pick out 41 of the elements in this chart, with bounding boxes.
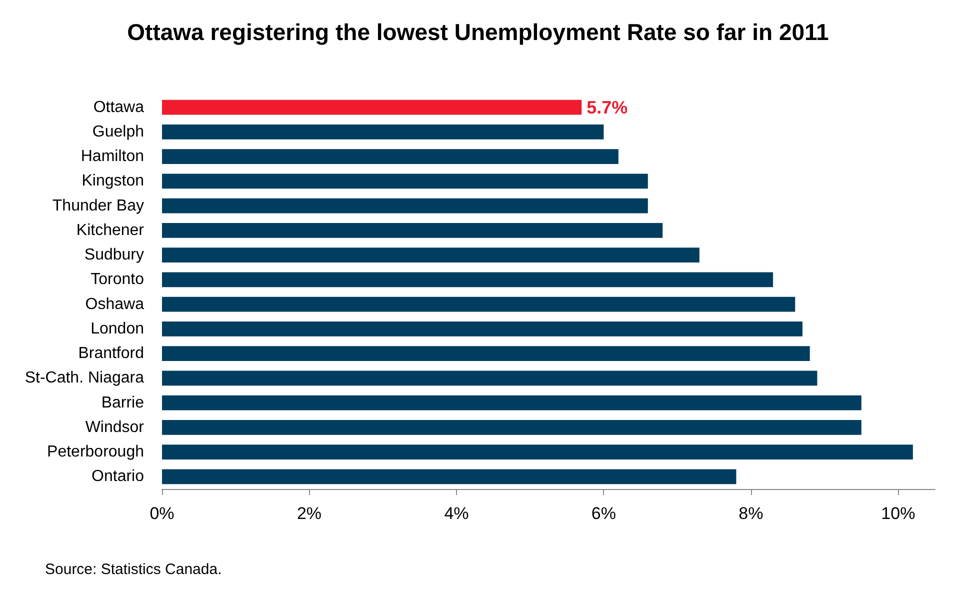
x-tick-label: 4%: [444, 504, 469, 523]
y-tick-label: Ottawa: [93, 98, 144, 116]
bar: [162, 370, 818, 386]
x-tick-label: 0%: [150, 504, 174, 523]
chart-title: Ottawa registering the lowest Unemployment Rate so far in 2011: [127, 19, 830, 45]
bar: [162, 248, 700, 262]
y-tick-label: Windsor: [85, 418, 145, 436]
y-tick-label: Kitchener: [76, 222, 145, 239]
bar: [162, 223, 663, 238]
bar: [162, 346, 810, 361]
y-tick-label: Hamilton: [80, 148, 144, 166]
x-tick-label: 2%: [296, 504, 322, 523]
x-tick-label: 8%: [738, 504, 764, 523]
x-tick-label: 10%: [881, 504, 916, 523]
y-tick-label: Brantford: [78, 345, 144, 362]
y-tick-label: Thunder Bay: [52, 197, 144, 214]
bar: [162, 420, 862, 435]
y-tick-label: Ontario: [92, 468, 144, 486]
y-tick-label: St-Cath. Niagara: [24, 370, 144, 387]
y-tick-label: Barrie: [101, 394, 144, 412]
bar: [162, 174, 648, 189]
bar: [162, 296, 796, 312]
y-tick-label: Sudbury: [84, 246, 144, 264]
y-tick-label: Oshawa: [85, 296, 144, 313]
bar: [162, 444, 913, 460]
bar: [162, 100, 582, 115]
x-tick-label: 6%: [591, 504, 616, 523]
bar: [162, 149, 618, 164]
source-note: Source: Statistics Canada.: [45, 561, 222, 578]
bar: [162, 469, 736, 484]
y-tick-label: Toronto: [90, 271, 144, 288]
bar: [162, 322, 802, 336]
y-tick-label: London: [90, 320, 144, 338]
bar: [162, 198, 648, 214]
bar: [162, 124, 604, 140]
y-tick-label: Peterborough: [47, 444, 144, 461]
y-tick-label: Guelph: [92, 123, 144, 140]
bar: [162, 272, 774, 288]
y-tick-label: Kingston: [82, 172, 144, 190]
data-label: 5.7%: [586, 97, 628, 118]
bar: [162, 395, 862, 410]
